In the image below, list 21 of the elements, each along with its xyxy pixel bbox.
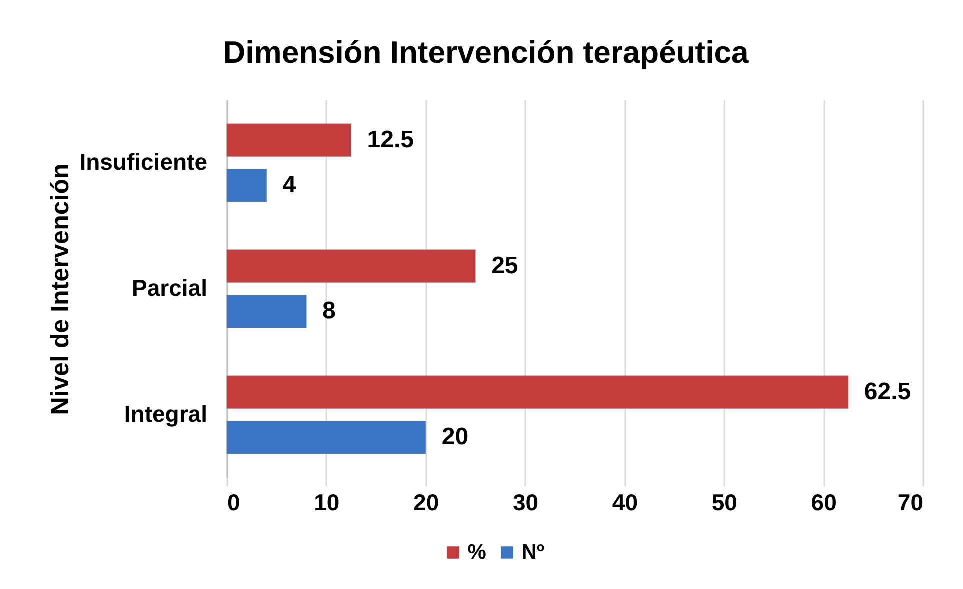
data-label: 4 [282, 172, 297, 199]
data-label: 62.5 [864, 378, 912, 406]
data-label: 8 [322, 298, 336, 325]
x-tick-label: 40 [612, 490, 638, 516]
legend-label: Nº [522, 540, 545, 564]
x-tick-label: 70 [898, 490, 924, 516]
y-tick-label: Parcial [132, 275, 208, 301]
legend-label: % [468, 540, 487, 564]
x-tick-label: 0 [228, 490, 240, 516]
data-label: 20 [442, 424, 469, 451]
x-tick-label: 60 [811, 490, 837, 516]
x-tick-label: 10 [314, 490, 340, 516]
y-tick-label: Insuficiente [80, 149, 208, 175]
y-tick-label: Integral [124, 401, 208, 427]
x-tick-label: 20 [414, 490, 440, 516]
chart-title: Dimensión Intervención terapéutica [223, 35, 750, 70]
x-tick-label: 30 [512, 490, 539, 516]
data-label: 12.5 [367, 126, 414, 154]
data-label: 25 [492, 252, 518, 280]
x-tick-label: 50 [712, 490, 738, 516]
y-axis-title: Nivel de Intervención [46, 164, 75, 416]
